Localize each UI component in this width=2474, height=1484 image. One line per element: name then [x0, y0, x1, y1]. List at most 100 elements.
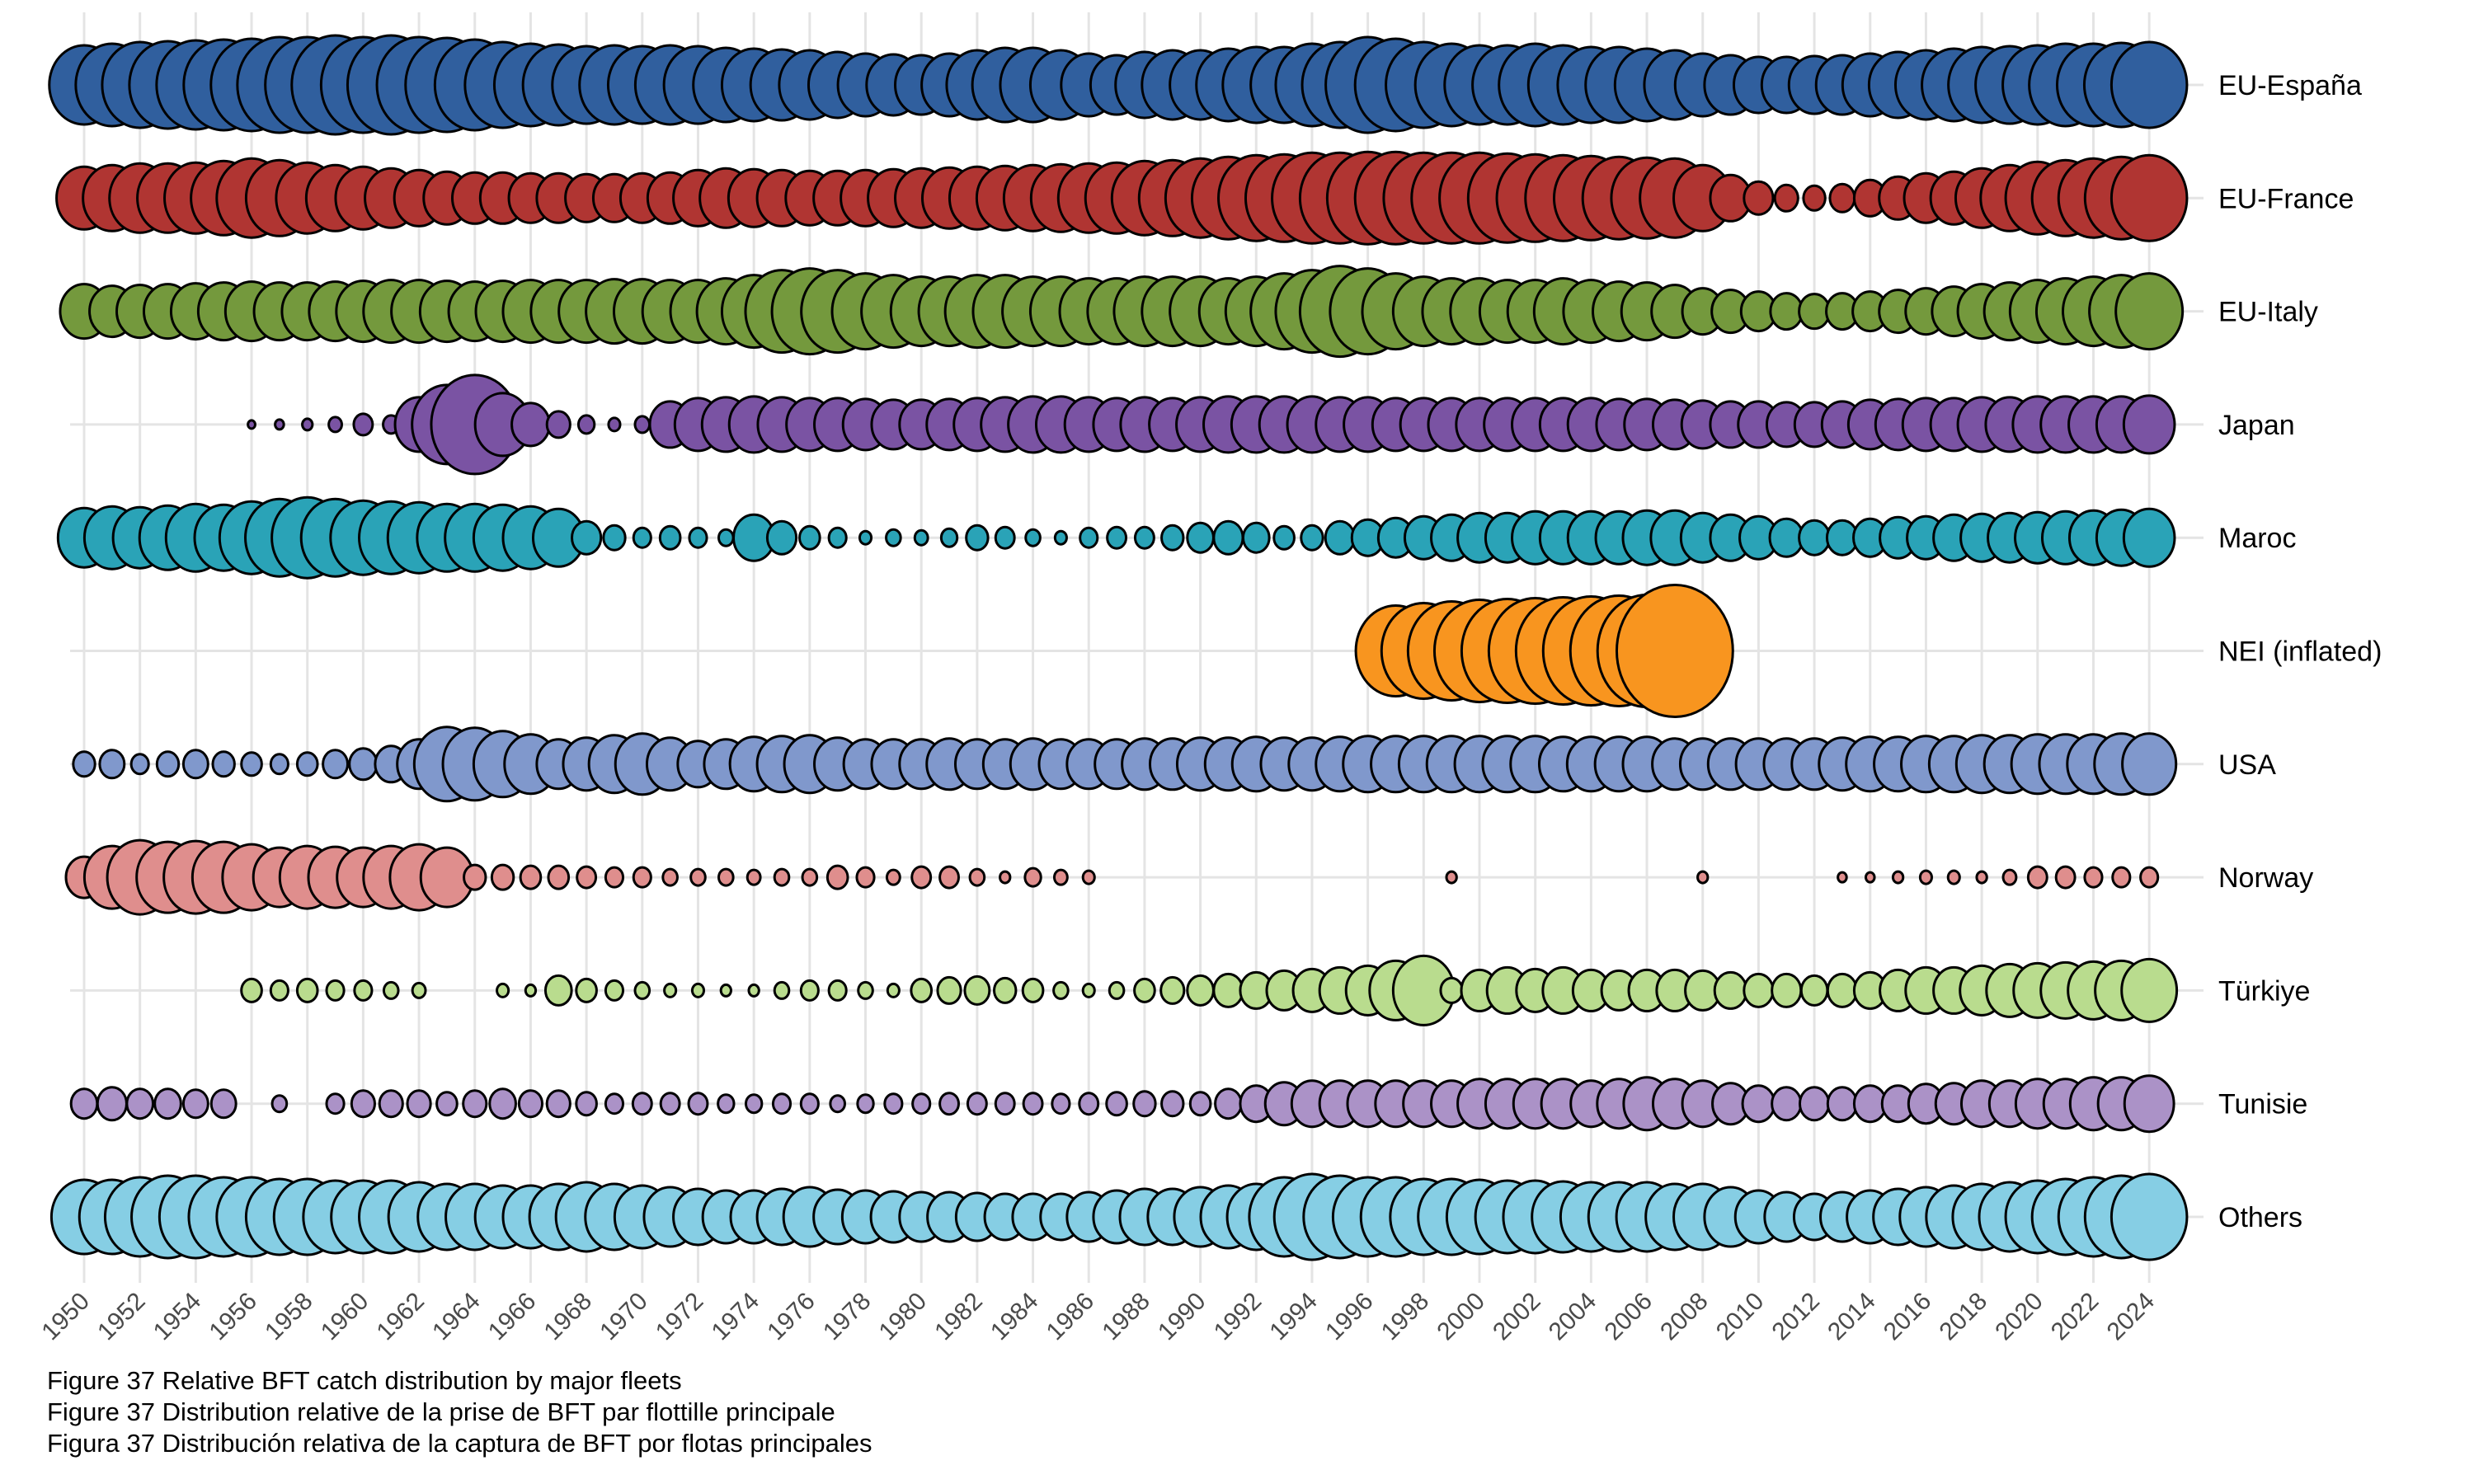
- bubble: [1160, 524, 1185, 552]
- bubble: [1106, 525, 1128, 550]
- fleet-row-norway: [64, 838, 2160, 916]
- x-tick-label: 2008: [1655, 1288, 1714, 1346]
- bubble: [993, 976, 1018, 1004]
- bubble: [129, 753, 150, 776]
- bubble: [968, 867, 986, 887]
- bubble: [690, 982, 706, 998]
- x-tick-label: 1950: [36, 1288, 95, 1346]
- bubble: [827, 979, 848, 1002]
- bubble: [576, 414, 596, 435]
- bubble: [994, 1092, 1016, 1116]
- bubble: [1713, 970, 1748, 1010]
- bubble: [1743, 972, 1775, 1008]
- bubble: [1826, 1086, 1859, 1122]
- bubble: [519, 864, 543, 890]
- x-tick-label: 2000: [1432, 1288, 1490, 1346]
- bubble: [886, 982, 901, 998]
- bubble: [1022, 1092, 1044, 1116]
- bubble: [801, 867, 819, 887]
- x-tick-label: 1988: [1097, 1288, 1155, 1346]
- bubble: [2123, 1074, 2175, 1134]
- bubble: [2114, 272, 2185, 351]
- bubble: [633, 415, 651, 434]
- x-tick-label: 1960: [316, 1288, 374, 1346]
- x-tick-label: 1966: [483, 1288, 542, 1346]
- bubble: [633, 980, 651, 1000]
- x-tick-label: 2024: [2102, 1288, 2161, 1346]
- bubble: [607, 416, 622, 433]
- bubble: [575, 1091, 598, 1117]
- bubble: [382, 980, 400, 1000]
- bubble: [274, 418, 285, 431]
- bubble: [765, 519, 798, 556]
- bubble: [1837, 871, 1848, 884]
- bubble: [269, 753, 289, 776]
- bubble: [1798, 1086, 1831, 1122]
- bubble: [663, 982, 678, 998]
- bubble: [885, 868, 901, 886]
- bubble: [1828, 182, 1856, 214]
- x-tick-label: 2022: [2046, 1288, 2105, 1346]
- bubble: [545, 1089, 571, 1119]
- bubble: [632, 866, 652, 889]
- fleet-row-t-rkiye: [240, 954, 2179, 1026]
- x-tick-label: 1968: [539, 1288, 598, 1346]
- bubble: [856, 1093, 875, 1115]
- bubble: [496, 982, 510, 998]
- bubble: [1186, 974, 1215, 1007]
- bubble: [1021, 977, 1045, 1003]
- bubble: [1300, 524, 1324, 552]
- bubble: [966, 1092, 988, 1116]
- bubble: [2026, 865, 2048, 890]
- bubble: [2122, 507, 2176, 568]
- x-tick-label: 1964: [427, 1288, 486, 1346]
- row-label-maroc: Maroc: [2218, 523, 2296, 554]
- bubble: [72, 750, 96, 778]
- bubble: [1133, 525, 1155, 550]
- fleet-row-eu-italy: [59, 265, 2185, 359]
- x-tick-label: 1986: [1042, 1288, 1100, 1346]
- bubble: [658, 524, 682, 551]
- bubble: [994, 525, 1016, 550]
- bubble: [571, 519, 603, 556]
- bubble: [1798, 519, 1832, 556]
- bubble: [2122, 394, 2176, 455]
- bubble: [911, 1092, 932, 1115]
- x-tick-label: 2010: [1711, 1288, 1770, 1346]
- bubble: [1053, 529, 1068, 546]
- row-label-eu-espa-a: EU-España: [2218, 70, 2362, 101]
- bubble: [1023, 866, 1042, 888]
- bubble: [1133, 977, 1156, 1003]
- bubble: [773, 867, 791, 887]
- bubble: [1918, 869, 1933, 885]
- bubble: [1159, 975, 1186, 1005]
- fleet-row-eu-france: [55, 150, 2189, 246]
- bubble: [1160, 1090, 1185, 1118]
- row-label-tunisie: Tunisie: [2218, 1089, 2307, 1120]
- x-tick-label: 1974: [707, 1288, 765, 1346]
- bubble: [910, 865, 933, 890]
- bubble: [209, 1088, 238, 1120]
- bubble: [524, 983, 538, 998]
- bubble: [96, 1086, 128, 1122]
- bubble: [2139, 866, 2160, 889]
- bubble: [1241, 521, 1271, 554]
- x-tick-label: 1954: [148, 1288, 207, 1346]
- fleet-row-japan: [247, 373, 2176, 476]
- bubble: [247, 419, 256, 430]
- bubble: [799, 979, 820, 1002]
- bubble: [69, 1087, 99, 1120]
- bubble: [1975, 870, 1988, 885]
- bubble: [1214, 1087, 1243, 1120]
- x-tick-label: 2016: [1879, 1288, 1937, 1346]
- bubble: [825, 864, 849, 890]
- bubble: [411, 981, 427, 999]
- bubble: [604, 979, 625, 1002]
- x-tick-label: 1962: [371, 1288, 430, 1346]
- bubble: [547, 864, 571, 890]
- bubble: [963, 974, 991, 1006]
- bubble: [910, 977, 934, 1003]
- bubble: [545, 410, 571, 439]
- bubble: [2121, 732, 2178, 796]
